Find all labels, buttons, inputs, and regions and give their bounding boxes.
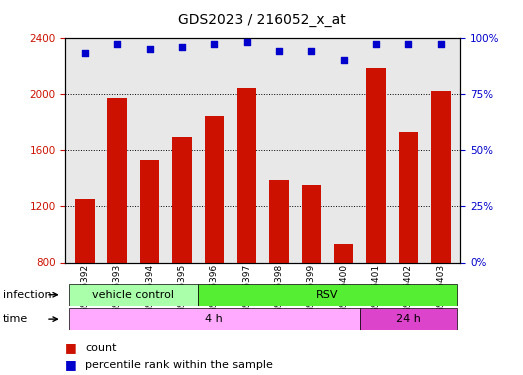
Bar xyxy=(204,116,224,262)
Point xyxy=(81,50,89,56)
Text: time: time xyxy=(3,314,28,324)
Text: vehicle control: vehicle control xyxy=(93,290,174,300)
Text: 24 h: 24 h xyxy=(396,314,421,324)
Bar xyxy=(107,98,127,262)
Point xyxy=(113,41,121,47)
Point xyxy=(307,48,315,54)
Bar xyxy=(172,137,191,262)
Bar xyxy=(69,308,360,330)
Bar xyxy=(399,132,418,262)
Text: 4 h: 4 h xyxy=(206,314,223,324)
Point xyxy=(145,46,154,52)
Bar xyxy=(69,284,198,306)
Text: ■: ■ xyxy=(65,342,77,354)
Text: ■: ■ xyxy=(65,358,77,371)
Point xyxy=(210,41,219,47)
Bar xyxy=(237,88,256,262)
Bar xyxy=(198,284,457,306)
Bar xyxy=(302,185,321,262)
Bar xyxy=(360,308,457,330)
Point xyxy=(404,41,413,47)
Bar xyxy=(431,91,450,262)
Text: infection: infection xyxy=(3,290,51,300)
Bar xyxy=(334,244,354,262)
Point xyxy=(178,44,186,50)
Text: count: count xyxy=(85,343,117,353)
Bar xyxy=(140,160,159,262)
Text: percentile rank within the sample: percentile rank within the sample xyxy=(85,360,273,369)
Bar xyxy=(367,68,386,262)
Point xyxy=(275,48,283,54)
Text: GDS2023 / 216052_x_at: GDS2023 / 216052_x_at xyxy=(178,13,345,27)
Point xyxy=(339,57,348,63)
Text: RSV: RSV xyxy=(316,290,339,300)
Bar xyxy=(75,199,95,262)
Point xyxy=(372,41,380,47)
Point xyxy=(243,39,251,45)
Bar xyxy=(269,180,289,262)
Point xyxy=(437,41,445,47)
